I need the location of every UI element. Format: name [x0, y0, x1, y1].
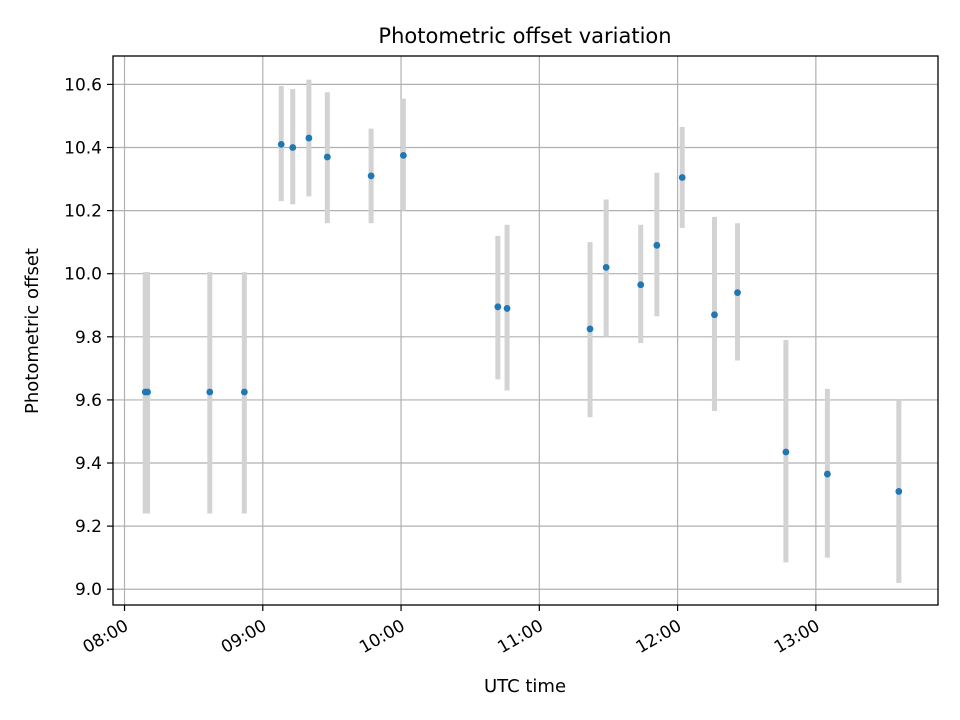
data-point: [711, 311, 718, 319]
x-tick-label: 08:00: [80, 616, 132, 658]
y-tick-label: 10.2: [64, 202, 102, 222]
y-tick-label: 9.8: [75, 328, 102, 348]
y-tick-label: 9.2: [75, 517, 102, 537]
x-tick-label: 10:00: [356, 616, 408, 658]
data-point: [678, 174, 686, 181]
data-point: [323, 153, 331, 161]
data-point: [367, 172, 375, 180]
data-point: [399, 151, 407, 159]
data-point: [144, 388, 151, 396]
y-tick-label: 9.0: [75, 580, 102, 600]
data-point: [895, 488, 903, 495]
y-tick-label: 10.0: [64, 265, 102, 285]
data-point: [503, 305, 511, 312]
data-point: [602, 263, 610, 271]
data-point: [823, 470, 831, 478]
y-tick-label: 9.4: [75, 454, 102, 474]
data-point: [637, 281, 645, 289]
y-tick-label: 9.6: [75, 391, 102, 411]
data-point: [240, 388, 248, 396]
grid: [113, 56, 938, 605]
x-tick-label: 11:00: [494, 616, 546, 658]
y-tick-label: 10.6: [64, 75, 102, 95]
data-point: [289, 144, 297, 151]
data-point: [206, 388, 214, 396]
x-axis-label: UTC time: [484, 676, 566, 697]
x-tick-label: 13:00: [771, 616, 823, 658]
plot-frame: [112, 55, 939, 606]
data-point: [305, 134, 313, 142]
chart-title: Photometric offset variation: [378, 24, 671, 48]
data-point: [494, 303, 502, 311]
x-tick-label: 09:00: [218, 616, 270, 658]
x-tick-label: 12:00: [633, 616, 685, 658]
data-point: [277, 140, 285, 148]
data-points: [141, 134, 903, 495]
data-point: [653, 241, 661, 249]
y-tick-label: 10.4: [64, 139, 102, 159]
y-axis: 9.0 9.2 9.4 9.6 9.8 10.0 10.2 10.4 10.6: [64, 75, 113, 600]
y-axis-label: Photometric offset: [22, 248, 43, 414]
error-bars: [142, 79, 902, 583]
data-point: [782, 448, 790, 456]
data-point: [734, 289, 741, 297]
x-axis: 08:00 09:00 10:00 11:00 12:00 13:00: [80, 605, 823, 658]
data-point: [586, 325, 594, 333]
